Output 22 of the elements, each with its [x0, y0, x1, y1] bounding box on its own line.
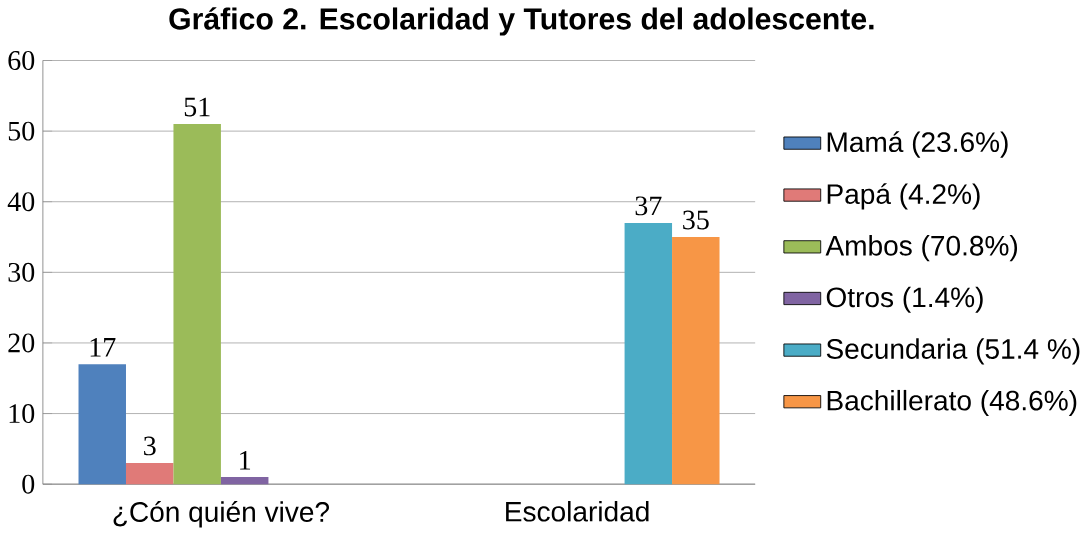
- y-tick-label: 0: [22, 474, 35, 494]
- y-tick-label: 30: [8, 263, 35, 282]
- legend-label: Ambos (70.8%): [825, 235, 1018, 262]
- data-label: 51: [184, 97, 210, 117]
- data-label: 3: [144, 436, 156, 456]
- data-label: 37: [635, 196, 662, 216]
- chart-title: Gráfico 2. Escolaridad y Tutores del adolescente.: [169, 7, 874, 36]
- y-tick-label: 50: [8, 121, 35, 141]
- legend-label: Bachillerato (48.6%): [827, 390, 1077, 417]
- y-tick-label: 60: [8, 51, 35, 71]
- y-tick-label: 20: [8, 333, 35, 353]
- legend-label: Mamá (23.6%): [827, 131, 1008, 158]
- legend-label: Papá (4.2%): [827, 183, 980, 210]
- legend-label: Otros (1.4%): [826, 286, 983, 313]
- x-tick-label: ¿Cón quién vive?: [113, 501, 329, 528]
- data-label: 1: [240, 451, 251, 470]
- data-label: 17: [90, 338, 116, 357]
- y-tick-label: 10: [9, 404, 35, 424]
- x-tick-label: Escolaridad: [506, 501, 649, 522]
- legend-label: Secundaria (51.4 %): [826, 338, 1080, 365]
- data-label: 35: [683, 210, 709, 230]
- y-tick-label: 40: [7, 192, 35, 212]
